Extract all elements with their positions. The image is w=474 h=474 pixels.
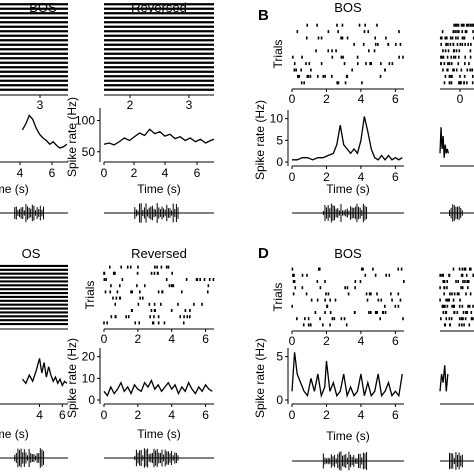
audio-waveform <box>292 451 404 471</box>
rate-x-label: Time (s) <box>137 427 181 441</box>
rate-x-label: Time (s) <box>326 182 370 196</box>
raster-plot <box>291 23 404 92</box>
rate-y-tick-label: 20 <box>82 350 96 364</box>
raster-plot <box>291 267 405 334</box>
rate-y-tick-label: 10 <box>270 112 284 126</box>
rate-x-tick-label: 2 <box>131 166 138 180</box>
rate-y-tick-label: 100 <box>75 114 95 128</box>
raster-x-tick-label: 0 <box>457 92 464 106</box>
raster-x-tick-label: 4 <box>358 92 365 106</box>
raster-plot <box>439 267 474 332</box>
rate-y-tick-label: 5 <box>276 133 283 147</box>
spike-rate-line <box>439 127 450 158</box>
raster-plot <box>104 3 214 98</box>
spike-rate-line <box>103 378 213 397</box>
spike-rate-line <box>292 116 403 161</box>
rate-x-tick-label: 0 <box>101 166 108 180</box>
rate-x-label: Time (s) <box>0 427 29 441</box>
rate-y-label: Spike rate (Hz) <box>65 338 79 418</box>
rate-x-tick-label: 4 <box>358 170 365 184</box>
rate-y-tick-label: 0 <box>88 393 95 407</box>
rate-x-tick-label: 2 <box>323 408 330 422</box>
raster-x-tick-label: 4 <box>168 332 175 346</box>
spike-rate-line <box>291 352 403 399</box>
spike-rate-line <box>21 114 68 149</box>
rate-y-tick-label: 0 <box>276 155 283 169</box>
raster-x-tick-label: 6 <box>202 332 209 346</box>
panel-c: OS46Time (s)ReversedTrials024601020Spike… <box>0 246 215 468</box>
raster-x-tick-label: 0 <box>101 332 108 346</box>
panel-letter: D <box>258 245 269 262</box>
rate-x-tick-label: 4 <box>162 166 169 180</box>
spike-rate-line <box>439 365 449 392</box>
column-title: BOS <box>334 246 362 261</box>
rate-y-tick-label: 10 <box>82 371 96 385</box>
rate-x-tick-label: 6 <box>194 166 201 180</box>
raster-x-tick-label: 4 <box>358 334 365 348</box>
raster-plot <box>439 23 474 92</box>
rate-x-label: Time (s) <box>137 182 181 196</box>
raster-x-tick-label: 2 <box>323 334 330 348</box>
raster-x-tick-label: 0 <box>289 334 296 348</box>
rate-y-label: Spike rate (Hz) <box>253 338 267 418</box>
rate-x-tick-label: 4 <box>358 408 365 422</box>
rate-x-tick-label: 2 <box>135 408 142 422</box>
rate-x-tick-label: 2 <box>323 170 330 184</box>
rate-y-tick-label: 0 <box>276 393 283 407</box>
rate-x-tick-label: 6 <box>392 170 399 184</box>
audio-waveform <box>104 203 214 223</box>
raster-x-tick-label: 3 <box>37 98 44 112</box>
audio-waveform <box>440 204 474 222</box>
rate-x-tick-label: 4 <box>168 408 175 422</box>
raster-x-tick-label: 3 <box>186 98 193 112</box>
rate-x-tick-label: 4 <box>36 408 43 422</box>
rate-x-label: Time (s) <box>326 429 370 443</box>
rate-x-tick-label: 4 <box>17 166 24 180</box>
rate-y-label: Spike rate (Hz) <box>65 97 79 177</box>
rate-x-tick-label: 0 <box>289 408 296 422</box>
panel-letter: B <box>258 7 269 24</box>
audio-waveform <box>0 448 68 468</box>
rate-x-tick-label: 0 <box>101 408 108 422</box>
raster-y-label: Trials <box>271 283 285 312</box>
rate-x-label: Time (s) <box>0 182 29 196</box>
raster-x-tick-label: 6 <box>392 92 399 106</box>
rate-y-tick-label: 50 <box>82 145 96 159</box>
rate-y-tick-label: 5 <box>276 350 283 364</box>
column-title: BOS <box>334 0 362 15</box>
rate-x-tick-label: 6 <box>59 408 66 422</box>
rate-x-tick-label: 0 <box>289 170 296 184</box>
audio-waveform <box>104 448 214 468</box>
raster-plot <box>0 3 68 98</box>
audio-waveform <box>292 203 404 223</box>
column-title: Reversed <box>131 246 187 261</box>
audio-waveform <box>440 452 474 470</box>
audio-waveform <box>0 203 68 223</box>
raster-x-tick-label: 2 <box>127 98 134 112</box>
raster-x-tick-label: 2 <box>135 332 142 346</box>
raster-y-label: Trials <box>83 281 97 310</box>
column-title: OS <box>22 246 41 261</box>
raster-plot <box>103 265 215 332</box>
raster-plot <box>0 264 68 330</box>
raster-x-tick-label: 0 <box>289 92 296 106</box>
rate-x-tick-label: 6 <box>49 166 56 180</box>
raster-y-label: Trials <box>271 40 285 69</box>
raster-x-tick-label: 6 <box>392 334 399 348</box>
spike-rate-line <box>21 358 68 388</box>
rate-x-tick-label: 6 <box>202 408 209 422</box>
rate-y-label: Spike rate (Hz) <box>253 100 267 180</box>
rate-x-tick-label: 6 <box>392 408 399 422</box>
spike-rate-line <box>103 128 215 146</box>
raster-x-tick-label: 2 <box>323 92 330 106</box>
